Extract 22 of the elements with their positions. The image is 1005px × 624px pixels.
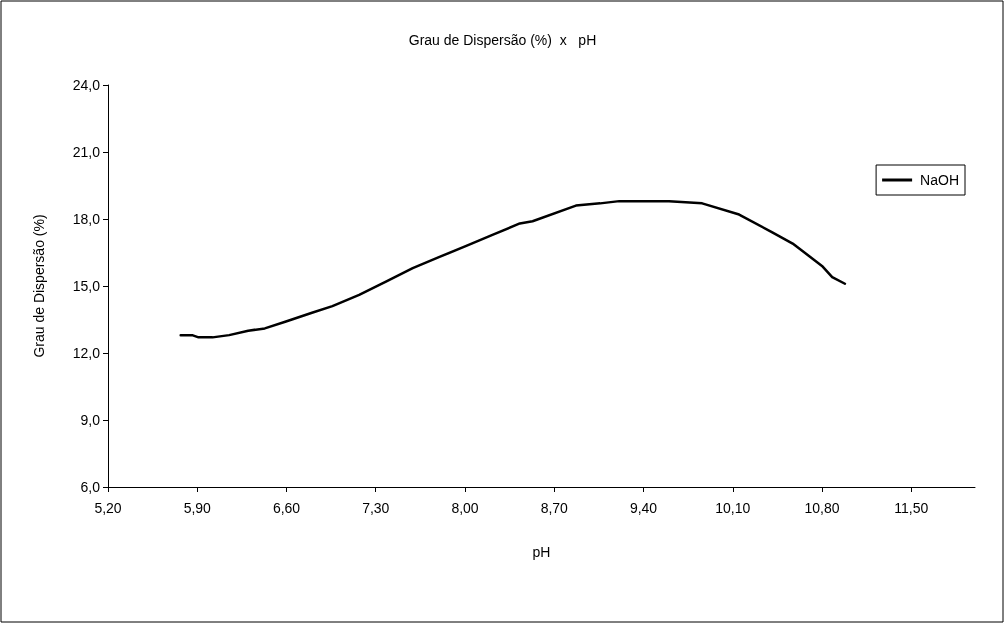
y-tick-label: 21,0 — [72, 144, 101, 160]
y-tick-label: 9,0 — [80, 412, 101, 428]
y-tick-label: 6,0 — [80, 479, 101, 495]
x-tick-label: 8,00 — [451, 500, 479, 516]
x-axis-title: pH — [532, 544, 551, 560]
y-tick-label: 12,0 — [72, 345, 101, 361]
x-tick-label: 11,50 — [894, 500, 929, 516]
y-axis-title: Grau de Dispersão (%) — [31, 214, 47, 358]
x-tick-label: 8,70 — [540, 500, 569, 516]
chart-title: Grau de Dispersão (%) x pH — [408, 32, 597, 48]
x-tick-label: 5,20 — [94, 500, 122, 516]
line-series — [179, 199, 847, 339]
y-tick-label: 15,0 — [72, 278, 101, 294]
x-tick-label: 5,90 — [183, 500, 212, 516]
x-tick-label: 6,60 — [272, 500, 301, 516]
x-tick-label: 9,40 — [629, 500, 658, 516]
y-tick-label: 24,0 — [72, 77, 101, 93]
x-tick-label: 10,10 — [715, 500, 751, 516]
legend-label: NaOH — [920, 172, 960, 188]
x-tick-label: 7,30 — [362, 500, 390, 516]
y-tick-label: 18,0 — [72, 211, 101, 227]
x-tick-label: 10,80 — [804, 500, 840, 516]
